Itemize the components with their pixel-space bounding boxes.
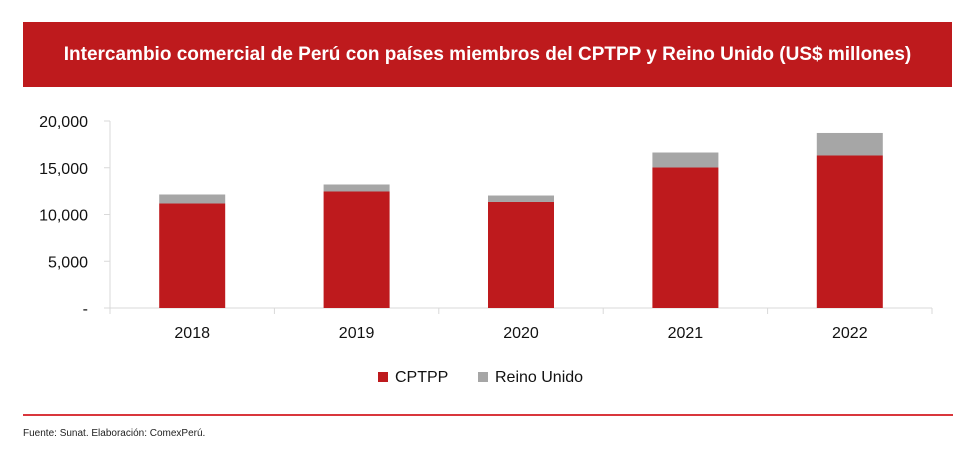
legend: CPTPP Reino Unido	[378, 369, 583, 386]
bar-cptpp-2018	[159, 203, 226, 308]
legend-swatch-reino-unido	[478, 372, 488, 382]
bar-cptpp-2020	[488, 201, 554, 308]
footer-divider	[23, 414, 953, 416]
bar-reino-unido-2020	[488, 195, 554, 202]
legend-swatch-cptpp	[378, 372, 388, 382]
x-tick-label: 2022	[832, 325, 868, 342]
y-tick-label: 10,000	[39, 208, 88, 225]
bar-cptpp-2019	[323, 191, 390, 308]
tick-labels: - 5,000 10,000 15,000 20,000 2018 2019 2020 2021…	[39, 114, 868, 342]
y-tick-label: 20,000	[39, 114, 88, 131]
stacked-bar-chart: - 5,000 10,000 15,000 20,000 2018 2019 2020 2021…	[39, 114, 933, 386]
y-tick-label: 5,000	[48, 254, 88, 271]
bar-reino-unido-2019	[323, 184, 390, 192]
bar-reino-unido-2021	[652, 152, 719, 168]
x-tick-label: 2020	[503, 325, 539, 342]
legend-label-cptpp: CPTPP	[395, 369, 448, 386]
x-tick-label: 2019	[339, 325, 375, 342]
bar-cptpp-2022	[816, 155, 883, 308]
x-tick-label: 2018	[174, 325, 210, 342]
bar-reino-unido-2022	[816, 132, 883, 156]
bars	[159, 132, 883, 308]
bar-reino-unido-2018	[159, 194, 226, 204]
y-tick-label: 15,000	[39, 161, 88, 178]
chart-title: Intercambio comercial de Perú con países…	[63, 43, 912, 65]
x-tick-label: 2021	[668, 325, 704, 342]
y-tick-label: -	[83, 301, 88, 318]
source-note: Fuente: Sunat. Elaboración: ComexPerú.	[23, 428, 206, 439]
chart-title-banner: Intercambio comercial de Perú con países…	[23, 22, 952, 87]
legend-label-reino-unido: Reino Unido	[495, 369, 583, 386]
bar-cptpp-2021	[652, 167, 719, 308]
